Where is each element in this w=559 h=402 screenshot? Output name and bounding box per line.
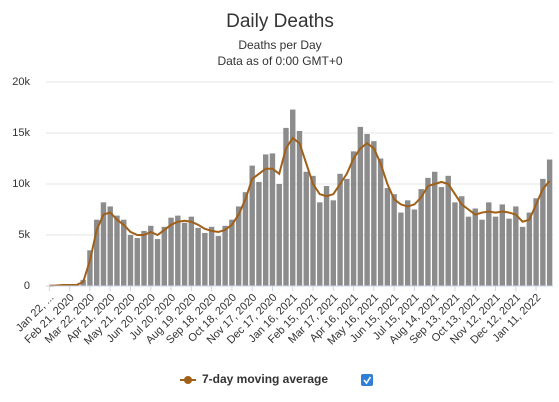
- bar: [546, 159, 553, 286]
- bar: [431, 171, 438, 286]
- bar: [242, 192, 249, 286]
- y-tick-label: 10k: [12, 178, 30, 190]
- bar: [296, 130, 303, 286]
- y-tick-label: 20k: [12, 76, 30, 88]
- bar: [377, 158, 384, 286]
- bar: [93, 219, 100, 286]
- legend-check: [363, 376, 372, 385]
- bar: [459, 196, 465, 286]
- bar: [134, 238, 140, 286]
- bar: [290, 109, 296, 286]
- bar: [513, 206, 519, 286]
- bar: [215, 236, 222, 286]
- legend-label[interactable]: 7-day moving average: [202, 372, 328, 386]
- bar: [303, 171, 309, 286]
- bar: [188, 216, 195, 286]
- bar: [310, 175, 316, 286]
- bar: [486, 202, 492, 286]
- bar: [357, 126, 364, 286]
- bar: [181, 222, 188, 286]
- moving-average-line: [49, 136, 551, 287]
- bar: [114, 215, 120, 286]
- bar: [276, 184, 282, 286]
- bar: [364, 134, 370, 286]
- bar: [452, 202, 458, 286]
- y-tick-label: 0: [24, 280, 30, 292]
- bar: [540, 178, 546, 286]
- bar: [404, 200, 411, 286]
- bar: [235, 206, 242, 286]
- bar: [526, 212, 533, 286]
- bar: [141, 230, 147, 286]
- bar: [202, 232, 208, 286]
- bar: [344, 178, 350, 286]
- chart-note: Data as of 0:00 GMT+0: [217, 54, 342, 68]
- bar: [87, 250, 93, 286]
- bar: [330, 200, 337, 286]
- bar: [479, 219, 485, 286]
- bar: [262, 154, 269, 286]
- bar: [411, 209, 418, 286]
- bar: [208, 226, 215, 286]
- bar: [161, 226, 168, 286]
- bar: [384, 188, 391, 286]
- legend-checkbox[interactable]: [361, 374, 373, 386]
- y-tick-label: 15k: [12, 127, 30, 139]
- bar: [337, 173, 343, 286]
- bar: [256, 181, 262, 286]
- bar: [371, 141, 377, 286]
- bar: [465, 216, 472, 286]
- bar: [148, 225, 154, 286]
- bar: [249, 165, 255, 286]
- bar: [127, 235, 134, 286]
- bar: [398, 212, 404, 286]
- bar: [445, 175, 451, 286]
- bar: [229, 219, 235, 286]
- bar: [154, 239, 161, 286]
- bar: [283, 127, 289, 287]
- bar: [317, 202, 323, 286]
- bar: [438, 187, 445, 286]
- bar: [425, 177, 431, 286]
- chart-subtitle: Deaths per Day: [238, 38, 321, 52]
- chart-title: Daily Deaths: [226, 11, 334, 32]
- bar: [175, 215, 181, 286]
- bar: [492, 216, 499, 286]
- bar: [269, 153, 276, 286]
- bar: [472, 208, 478, 286]
- bar: [100, 202, 107, 286]
- bar: [391, 194, 397, 286]
- y-tick-label: 5k: [18, 229, 30, 241]
- bar: [499, 204, 506, 286]
- bar: [323, 186, 330, 286]
- bar: [195, 227, 201, 286]
- bar: [533, 198, 539, 286]
- bar: [121, 219, 127, 286]
- bar: [519, 226, 526, 286]
- bar: [418, 189, 424, 286]
- bar: [107, 206, 113, 286]
- bar: [506, 218, 512, 286]
- bar: [168, 217, 174, 286]
- bar: [350, 151, 357, 286]
- bar: [222, 225, 228, 286]
- legend-marker: [184, 376, 192, 384]
